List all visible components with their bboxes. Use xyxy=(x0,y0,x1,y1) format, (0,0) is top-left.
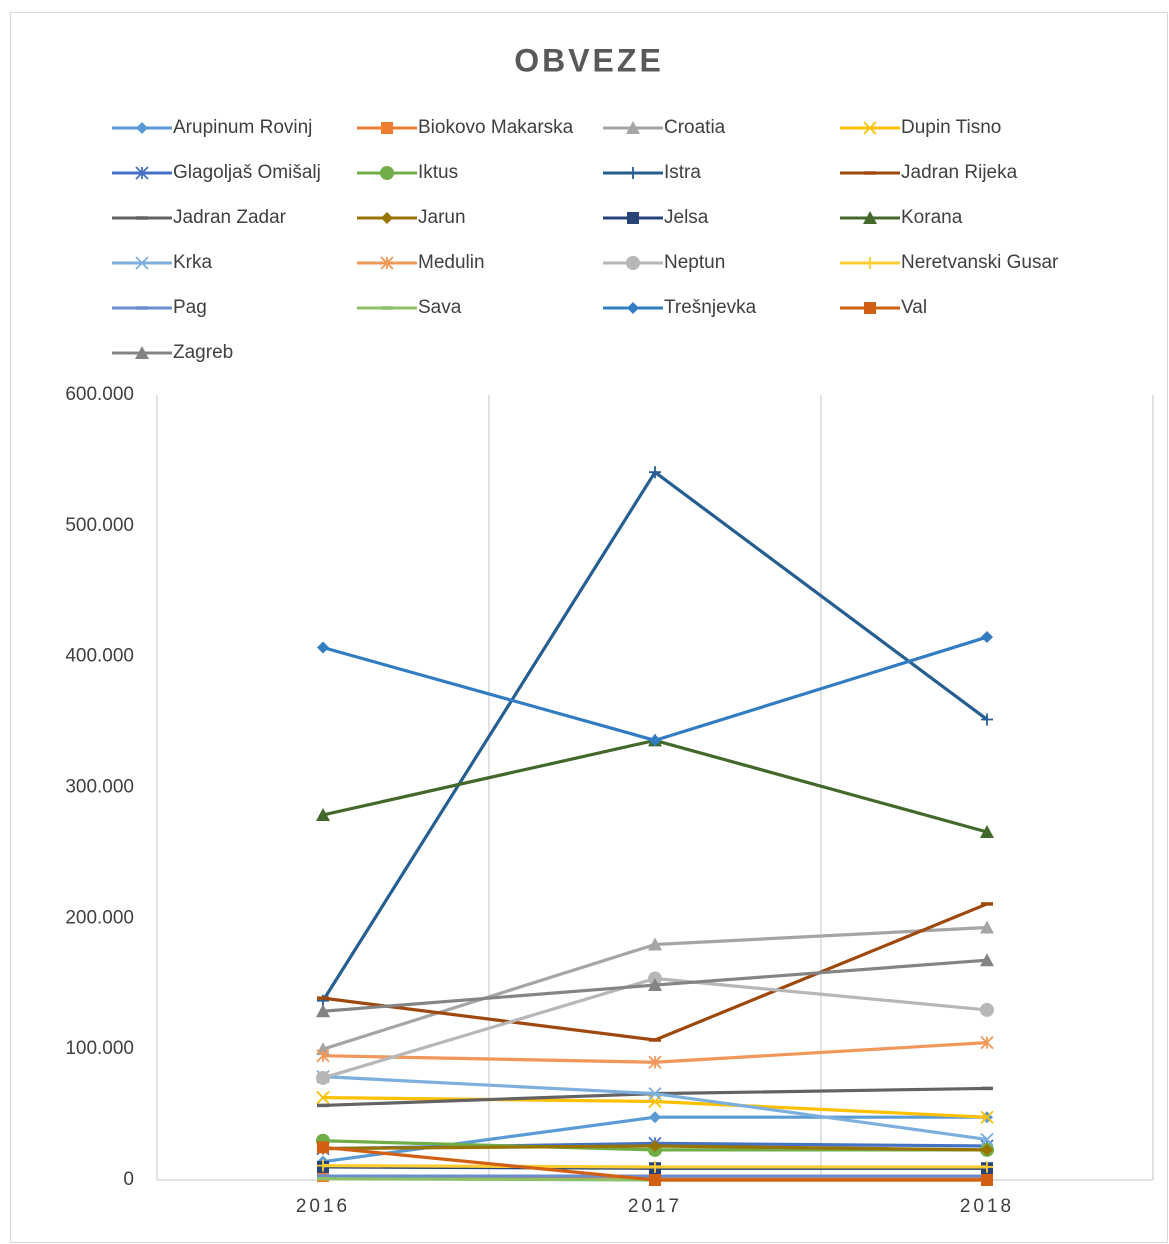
marker xyxy=(980,1002,994,1017)
marker xyxy=(649,1174,661,1186)
marker xyxy=(135,166,149,180)
legend-label: Biokovo Makarska xyxy=(418,117,574,138)
marker xyxy=(980,1035,994,1050)
marker xyxy=(981,1174,993,1186)
marker xyxy=(648,978,662,992)
legend-label: Trešnjevka xyxy=(664,297,757,318)
marker xyxy=(317,641,329,654)
marker xyxy=(863,121,877,135)
marker xyxy=(627,302,639,314)
y-tick-label: 100.000 xyxy=(65,1038,134,1059)
marker xyxy=(980,824,994,838)
marker xyxy=(980,1110,994,1124)
marker xyxy=(863,211,877,224)
marker xyxy=(980,953,994,967)
marker xyxy=(317,1159,329,1172)
y-tick-label: 200.000 xyxy=(65,907,134,928)
y-tick-label: 600.000 xyxy=(65,384,134,405)
legend-label: Sava xyxy=(418,297,462,318)
marker xyxy=(316,1090,330,1105)
marker xyxy=(626,121,640,134)
chart-border xyxy=(10,12,1168,1243)
marker xyxy=(627,212,639,224)
marker xyxy=(627,167,639,179)
marker xyxy=(649,734,661,747)
legend-label: Zagreb xyxy=(173,342,233,363)
legend-label: Neptun xyxy=(664,252,725,273)
legend-label: Croatia xyxy=(664,117,726,138)
legend-label: Neretvanski Gusar xyxy=(901,252,1059,273)
legend-label: Val xyxy=(901,297,927,318)
y-tick-label: 300.000 xyxy=(65,777,134,798)
x-tick-label: 2017 xyxy=(628,1196,682,1217)
marker xyxy=(135,256,149,270)
legend-label: Korana xyxy=(901,207,963,228)
marker xyxy=(316,1004,330,1018)
legend-label: Pag xyxy=(173,297,207,318)
marker xyxy=(864,302,876,314)
marker xyxy=(649,1139,661,1152)
marker xyxy=(981,1160,993,1173)
marker xyxy=(649,466,661,479)
marker xyxy=(381,122,393,134)
marker xyxy=(981,631,993,644)
x-tick-label: 2016 xyxy=(296,1196,350,1217)
marker xyxy=(648,1087,662,1101)
marker xyxy=(981,713,993,726)
marker xyxy=(135,346,149,359)
marker xyxy=(648,937,662,951)
marker xyxy=(316,807,330,821)
marker xyxy=(864,257,876,269)
y-tick-label: 400.000 xyxy=(65,646,134,667)
marker xyxy=(981,1143,993,1156)
legend-label: Arupinum Rovinj xyxy=(173,117,312,138)
marker xyxy=(649,1160,661,1173)
legend-label: Jarun xyxy=(418,207,466,228)
legend-label: Jadran Zadar xyxy=(173,207,287,228)
marker xyxy=(380,166,394,180)
legend-label: Krka xyxy=(173,252,213,273)
marker xyxy=(626,256,640,270)
marker xyxy=(980,1132,994,1147)
marker xyxy=(980,920,994,934)
marker xyxy=(380,256,394,270)
marker xyxy=(649,1111,661,1124)
chart-title: OBVEZE xyxy=(514,42,664,78)
legend-label: Jelsa xyxy=(664,207,709,228)
legend-label: Medulin xyxy=(418,252,485,273)
y-tick-label: 500.000 xyxy=(65,515,134,536)
legend-label: Jadran Rijeka xyxy=(901,162,1018,183)
marker xyxy=(317,1141,329,1154)
marker xyxy=(136,122,148,134)
y-tick-label: 0 xyxy=(123,1169,134,1190)
marker xyxy=(381,212,393,224)
legend-label: Istra xyxy=(664,162,701,183)
marker xyxy=(316,1070,330,1085)
legend-label: Iktus xyxy=(418,162,458,183)
legend-label: Glagoljaš Omišalj xyxy=(173,162,321,183)
legend-label: Dupin Tisno xyxy=(901,117,1001,138)
marker xyxy=(648,1055,662,1069)
x-tick-label: 2018 xyxy=(960,1196,1014,1217)
marker xyxy=(316,1049,330,1063)
